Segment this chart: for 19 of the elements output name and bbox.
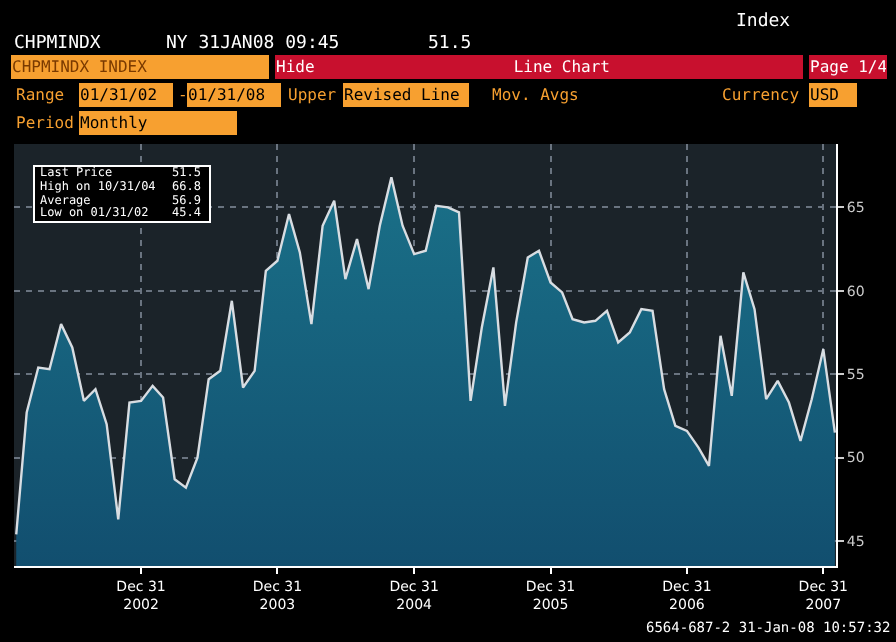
text: 01/31/02: [80, 86, 158, 104]
text: Revised Line: [344, 86, 460, 104]
text: -: [178, 86, 188, 104]
text: Mov. Avgs: [492, 86, 580, 104]
text: Monthly: [80, 114, 148, 132]
text: Index: [736, 12, 792, 32]
text: NY 31JAN08 09:45: [166, 34, 340, 54]
text: Hide: [276, 58, 315, 76]
text: 51.5: [428, 34, 472, 54]
text: Upper: [288, 86, 337, 104]
text: Period: [16, 114, 75, 132]
text: Page 1/4: [810, 58, 888, 76]
text: CHPMINDX: [14, 34, 102, 54]
text: Currency: [722, 86, 800, 104]
text: CHPMINDX INDEX: [12, 58, 148, 76]
text: Line Chart: [513, 58, 611, 76]
text: 01/31/08: [188, 86, 266, 104]
text: USD: [810, 86, 840, 104]
text: Range: [16, 86, 65, 104]
